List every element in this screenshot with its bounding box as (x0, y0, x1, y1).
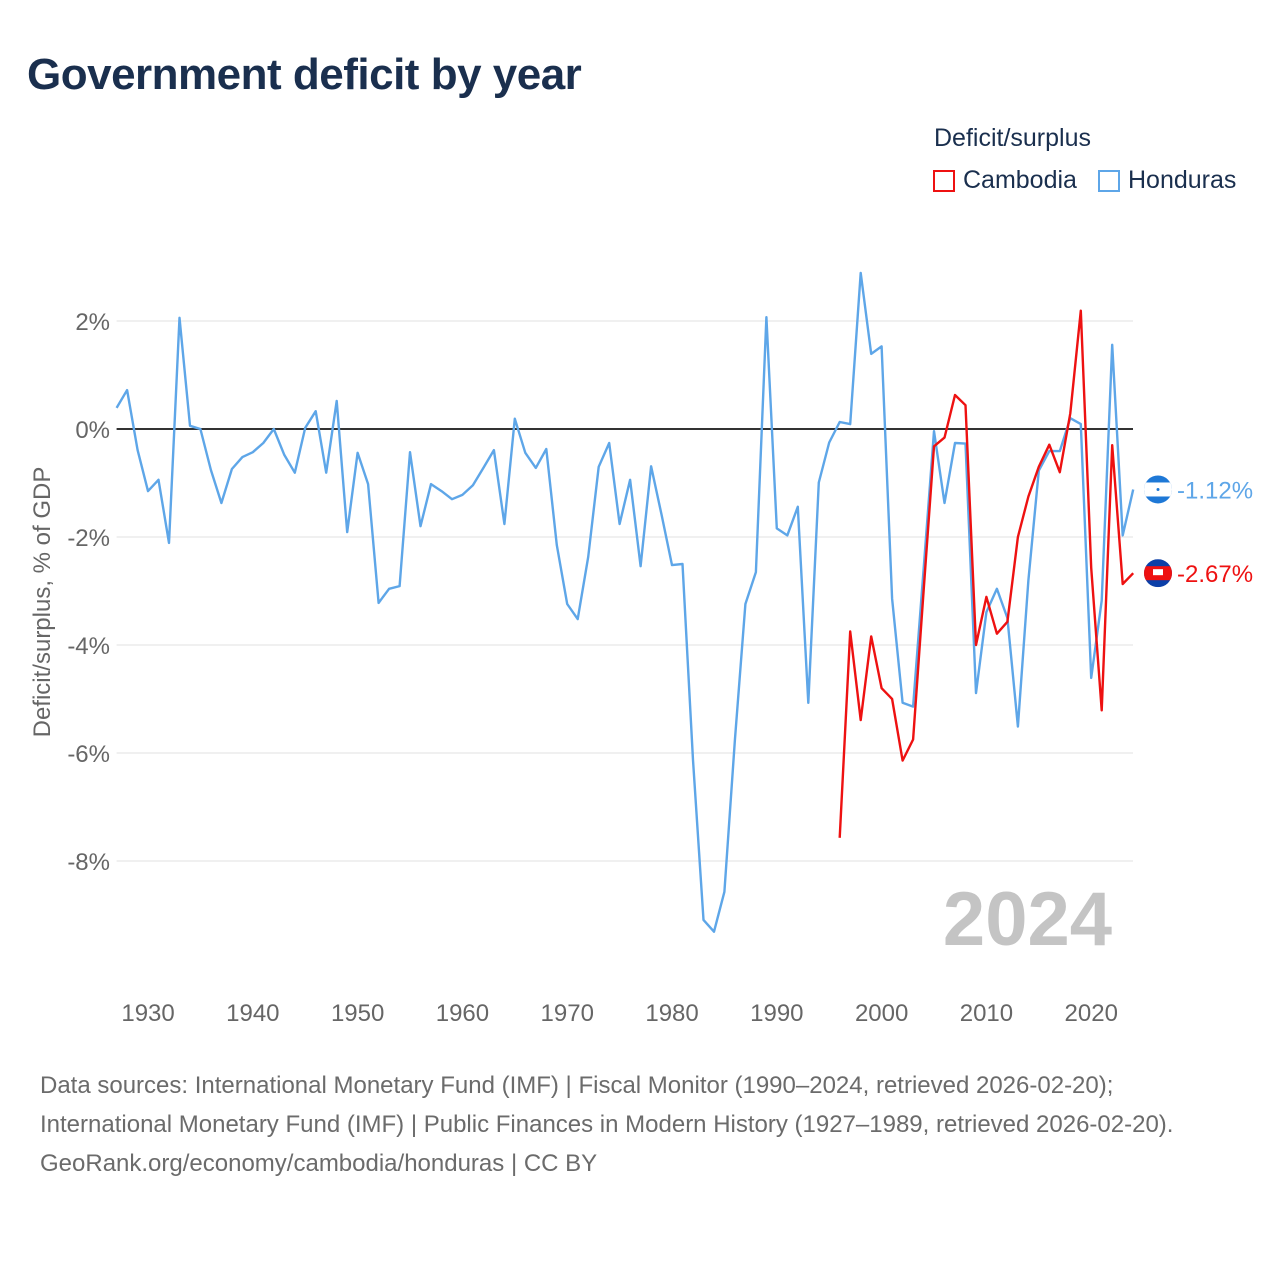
y-tick-label: 0% (75, 417, 110, 444)
legend-item-honduras[interactable]: Honduras (1098, 166, 1236, 195)
y-tick-label: 2% (75, 309, 110, 336)
data-sources: Data sources: International Monetary Fun… (40, 1072, 1174, 1138)
x-tick-label: 1990 (750, 1000, 803, 1027)
series-line-honduras (115, 271, 1135, 933)
y-axis-title: Deficit/surplus, % of GDP (29, 467, 56, 738)
legend-title: Deficit/surplus (934, 124, 1091, 152)
x-tick-label: 1930 (121, 1000, 174, 1027)
x-tick-label: 1960 (436, 1000, 489, 1027)
chart-title: Government deficit by year (27, 50, 582, 99)
credit-link[interactable]: GeoRank.org/economy/cambodia/honduras | … (40, 1150, 598, 1177)
flag-cambodia-icon (1144, 559, 1172, 588)
y-tick-label: -6% (67, 741, 110, 768)
legend-label: Cambodia (963, 166, 1077, 194)
y-tick-label: -4% (67, 633, 110, 660)
x-tick-label: 2010 (960, 1000, 1013, 1027)
flag-honduras-icon (1144, 475, 1172, 504)
y-tick-label: -8% (67, 849, 110, 876)
end-value-label-cambodia: -2.67% (1177, 561, 1253, 588)
flag-star (1156, 487, 1160, 491)
x-tick-label: 1970 (541, 1000, 594, 1027)
series-line-cambodia (838, 309, 1135, 838)
legend-item-cambodia[interactable]: Cambodia (933, 166, 1077, 195)
legend-swatch-honduras (1098, 169, 1120, 192)
legend-swatch-cambodia (933, 169, 955, 192)
flag-temple (1153, 569, 1163, 576)
x-tick-label: 1940 (226, 1000, 279, 1027)
legend-label: Honduras (1128, 166, 1237, 194)
x-tick-label: 1980 (645, 1000, 698, 1027)
x-tick-label: 1950 (331, 1000, 384, 1027)
x-tick-label: 2000 (855, 1000, 908, 1027)
x-tick-label: 2020 (1065, 1000, 1118, 1027)
year-label: 2024 (943, 877, 1112, 962)
y-tick-label: -2% (67, 525, 110, 552)
end-value-label-honduras: -1.12% (1177, 477, 1253, 504)
line-chart: 2% 0% -2% -4% -6% -8% 1930 1940 1950 1960 1970 198… (29, 271, 1253, 1027)
footer: Data sources: International Monetary Fun… (40, 1066, 1240, 1183)
